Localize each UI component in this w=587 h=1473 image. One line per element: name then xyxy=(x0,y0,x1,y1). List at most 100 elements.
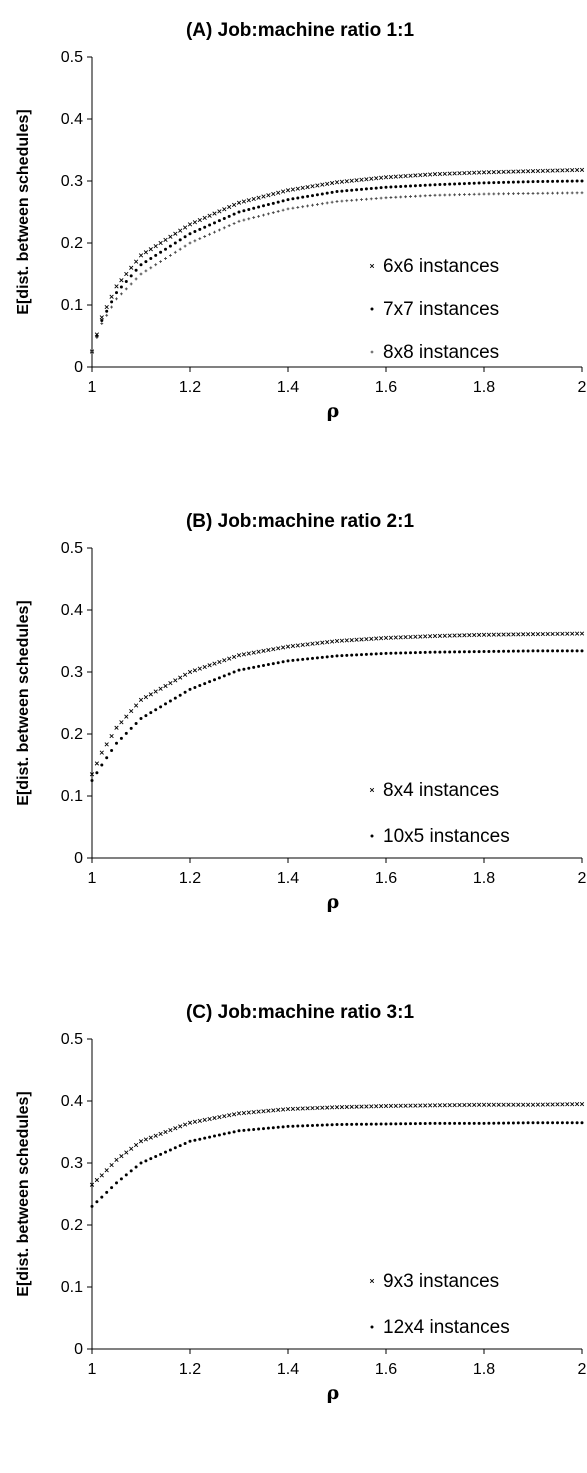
data-point xyxy=(168,681,173,686)
data-point xyxy=(403,635,408,640)
x-axis-label: ρ xyxy=(327,400,340,422)
data-point xyxy=(291,197,295,201)
data-point xyxy=(462,650,466,654)
data-point xyxy=(428,1121,432,1125)
y-tick-label: 0.2 xyxy=(61,235,83,252)
data-point xyxy=(164,257,167,260)
data-point xyxy=(374,176,379,181)
data-point xyxy=(438,650,442,654)
data-point xyxy=(192,668,198,673)
data-point xyxy=(579,1101,585,1107)
data-point xyxy=(280,189,286,194)
legend-entry: 8x4 instances xyxy=(369,780,499,801)
data-point xyxy=(271,191,276,197)
data-point xyxy=(296,1124,300,1128)
data-point xyxy=(448,193,452,197)
data-point xyxy=(104,1168,109,1173)
data-point xyxy=(115,297,118,301)
data-point xyxy=(565,179,569,183)
data-point xyxy=(565,191,569,195)
data-point xyxy=(545,631,550,637)
data-point xyxy=(95,334,99,338)
data-point xyxy=(570,1121,574,1125)
data-point xyxy=(399,651,403,655)
data-point xyxy=(349,637,354,643)
data-point xyxy=(507,649,510,653)
data-point xyxy=(222,674,226,678)
data-point xyxy=(477,650,481,654)
data-point xyxy=(266,647,271,653)
data-point xyxy=(344,179,349,184)
data-point xyxy=(227,204,232,210)
chart-panel-2: (C) Job:machine ratio 3:1 0 0.1 0.2 0.3 0.4 0.… xyxy=(15,1002,587,1404)
data-point xyxy=(119,736,123,740)
data-point xyxy=(315,656,319,660)
series-x-markers xyxy=(89,167,585,354)
data-point xyxy=(144,1159,148,1163)
data-point xyxy=(173,231,178,236)
data-point xyxy=(506,632,511,637)
data-point xyxy=(364,1122,368,1126)
data-point xyxy=(237,210,241,214)
data-point xyxy=(482,1121,486,1125)
data-point xyxy=(525,632,531,637)
data-point xyxy=(570,631,575,636)
y-tick-label: 0.4 xyxy=(61,1093,83,1110)
x-tick-label: 1 xyxy=(88,379,97,396)
data-point xyxy=(462,1121,466,1125)
data-point xyxy=(286,207,290,211)
data-point xyxy=(310,184,315,189)
data-point xyxy=(159,260,162,263)
data-point xyxy=(276,1125,280,1129)
data-point xyxy=(551,1121,555,1125)
data-point xyxy=(158,1131,163,1136)
data-point xyxy=(443,193,447,197)
data-point xyxy=(418,172,423,178)
data-point xyxy=(452,633,457,638)
data-point xyxy=(301,195,305,199)
data-point xyxy=(541,649,545,653)
data-point xyxy=(404,184,408,188)
legend-label: 7x7 instances xyxy=(383,299,499,320)
data-point xyxy=(579,167,585,172)
data-point xyxy=(574,167,580,173)
data-point xyxy=(452,1102,457,1108)
legend-label: 10x5 instances xyxy=(383,826,510,847)
data-point xyxy=(94,1177,100,1183)
data-point xyxy=(516,180,520,184)
data-point xyxy=(148,692,153,697)
data-point xyxy=(149,711,153,715)
data-point xyxy=(261,194,266,199)
data-point xyxy=(408,173,413,178)
data-point xyxy=(507,180,510,184)
data-point xyxy=(423,194,427,198)
data-point xyxy=(178,238,182,242)
x-tick-label: 1.8 xyxy=(473,379,495,396)
data-point xyxy=(330,200,334,204)
series-plus-markers xyxy=(90,191,584,353)
data-point xyxy=(315,1105,320,1111)
data-point xyxy=(565,649,569,653)
y-tick-label: 0.4 xyxy=(61,111,83,128)
y-tick-label: 0.3 xyxy=(61,173,83,190)
data-point xyxy=(99,750,104,755)
data-point xyxy=(427,634,433,639)
data-point xyxy=(384,185,388,189)
data-point xyxy=(231,202,237,207)
x-tick-label: 1.2 xyxy=(179,1361,201,1378)
data-point xyxy=(453,1121,457,1125)
data-point xyxy=(409,1122,412,1126)
data-point xyxy=(241,652,247,657)
data-point xyxy=(110,305,113,309)
y-tick-label: 0.4 xyxy=(61,602,83,619)
chart-panel-1: (B) Job:machine ratio 2:1 0 0.1 0.2 0.3 0.4 0.… xyxy=(15,511,587,913)
data-point xyxy=(276,190,281,195)
data-point xyxy=(442,633,447,638)
data-point xyxy=(110,749,114,753)
data-point xyxy=(423,650,427,654)
data-point xyxy=(291,658,295,662)
data-point xyxy=(476,632,482,638)
data-point xyxy=(198,684,202,688)
data-point xyxy=(374,636,379,641)
